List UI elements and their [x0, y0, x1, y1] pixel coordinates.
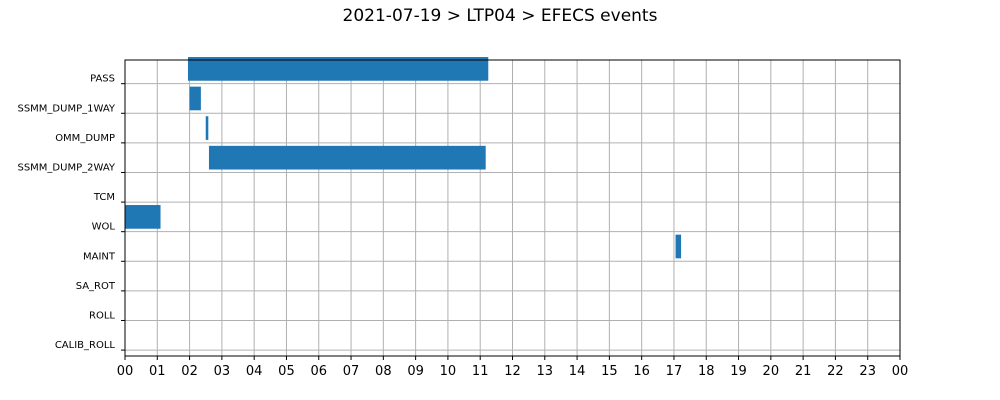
y-tick-label: MAINT [83, 251, 116, 262]
y-tick-label: ROLL [89, 310, 115, 321]
x-tick-label: 18 [698, 364, 715, 379]
x-tick-label: 08 [375, 364, 392, 379]
y-tick-label: TCM [93, 192, 115, 203]
chart-title: 2021-07-19 > LTP04 > EFECS events [342, 6, 658, 26]
x-tick-label: 09 [407, 364, 424, 379]
y-tick-label: CALIB_ROLL [55, 340, 116, 351]
x-tick-label: 22 [827, 364, 844, 379]
x-tick-label: 04 [246, 364, 263, 379]
x-tick-label: 11 [472, 364, 489, 379]
x-tick-label: 03 [214, 364, 231, 379]
y-tick-label: SA_ROT [76, 281, 116, 292]
event-bar [125, 205, 161, 229]
event-bar [189, 86, 201, 111]
x-tick-label: 12 [504, 364, 521, 379]
y-axis: PASS SSMM_DUMP_1WAY OMM_DUMP SSMM_DUMP_2WAY… [17, 74, 125, 351]
x-tick-label: 10 [440, 364, 457, 379]
x-tick-label: 15 [601, 364, 618, 379]
x-tick-label: 13 [537, 364, 554, 379]
y-tick-label: SSMM_DUMP_2WAY [17, 162, 115, 173]
x-tick-label: 16 [633, 364, 650, 379]
x-tick-label: 14 [569, 364, 586, 379]
x-tick-label: 17 [666, 364, 683, 379]
x-tick-label: 21 [795, 364, 812, 379]
x-tick-label: 23 [859, 364, 876, 379]
x-tick-label: 19 [730, 364, 747, 379]
grid-layer [124, 60, 901, 356]
y-tick-label: WOL [92, 222, 116, 233]
x-tick-label: 01 [149, 364, 166, 379]
x-tick-label: 00 [117, 364, 134, 379]
y-tick-label: SSMM_DUMP_1WAY [17, 103, 115, 114]
x-tick-label: 00 [892, 364, 909, 379]
bars-layer [125, 57, 682, 259]
x-tick-label: 02 [181, 364, 198, 379]
y-tick-label: PASS [90, 74, 115, 85]
y-tick-label: OMM_DUMP [55, 133, 115, 144]
event-bar [205, 116, 209, 140]
x-tick-label: 20 [763, 364, 780, 379]
x-axis: 00 01 02 03 04 05 06 07 08 09 10 11 12 13 14 15 16 17 18 19… [117, 356, 909, 379]
event-bar [187, 57, 489, 81]
event-bar [208, 145, 486, 170]
x-tick-label: 07 [343, 364, 360, 379]
x-tick-label: 06 [310, 364, 327, 379]
x-tick-label: 05 [278, 364, 295, 379]
event-bar [675, 234, 682, 259]
